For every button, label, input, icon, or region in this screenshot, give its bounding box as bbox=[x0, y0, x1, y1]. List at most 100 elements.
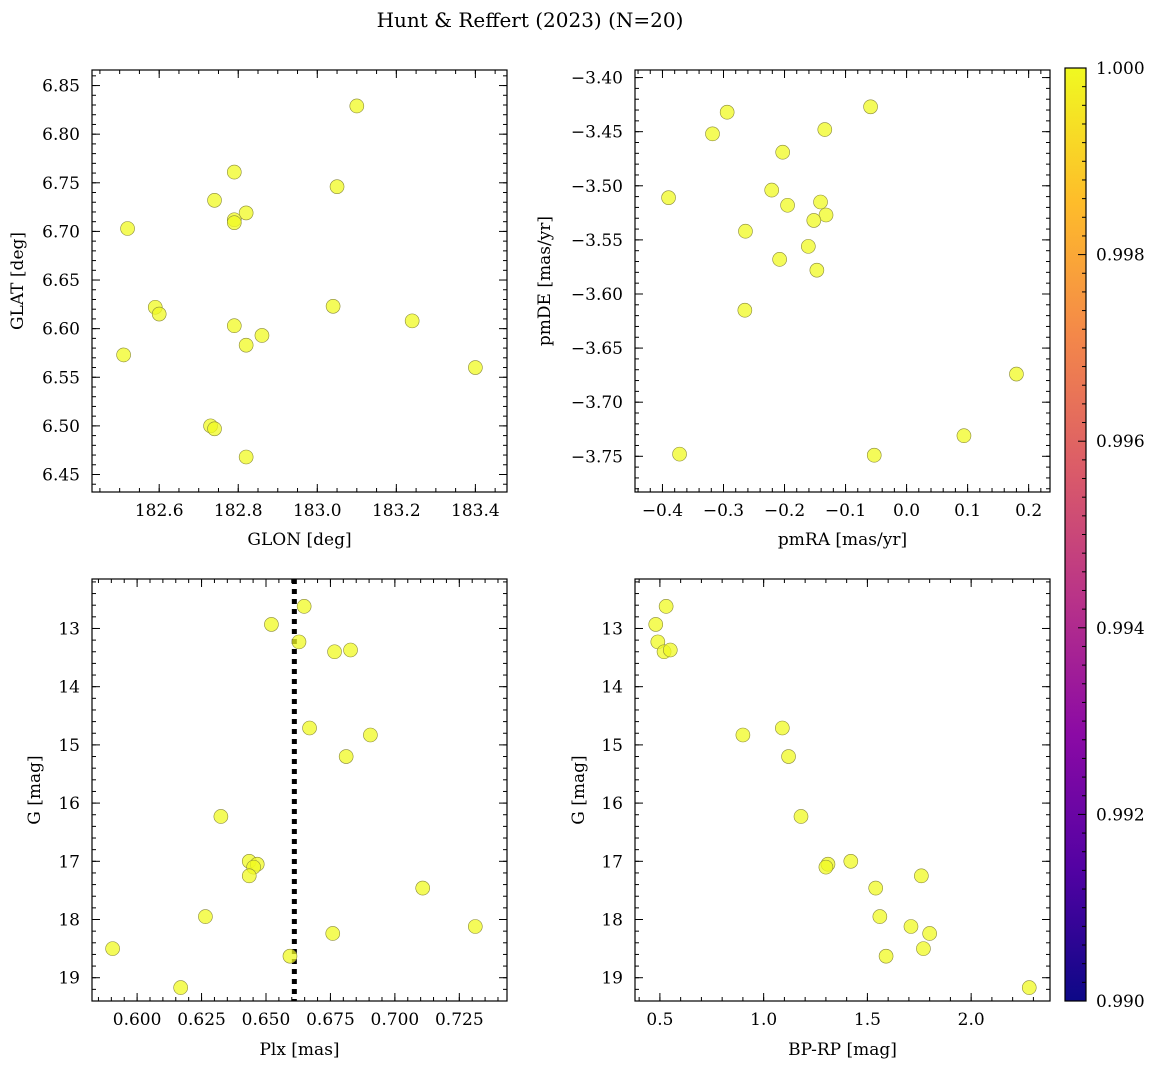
x-tick-label: 183.0 bbox=[293, 501, 342, 521]
y-tick-label: −3.65 bbox=[571, 339, 623, 359]
y-tick-label: 18 bbox=[601, 911, 623, 931]
data-point bbox=[872, 909, 888, 924]
data-point bbox=[226, 215, 242, 230]
data-point bbox=[238, 449, 254, 465]
data-point bbox=[325, 298, 341, 314]
data-point bbox=[120, 221, 135, 236]
y-tick-label: 19 bbox=[58, 969, 80, 989]
y-tick-label: 15 bbox=[58, 736, 80, 756]
y-axis-label: GLAT [deg] bbox=[8, 232, 28, 330]
y-tick-label: 13 bbox=[601, 619, 623, 639]
data-point bbox=[916, 941, 931, 956]
data-point bbox=[818, 859, 834, 875]
data-point bbox=[296, 599, 312, 614]
figure-title: Hunt & Reffert (2023) (N=20) bbox=[377, 8, 684, 32]
data-point bbox=[467, 919, 483, 934]
panel-glon-glat: 182.6 182.8 183.0 183.2 183.4 6.45 6.50 6.55 6.6… bbox=[8, 69, 508, 550]
x-axis-label: BP-RP [mag] bbox=[788, 1040, 897, 1060]
data-point bbox=[801, 239, 816, 254]
y-tick-label: −3.50 bbox=[571, 177, 623, 197]
y-tick-label: −3.60 bbox=[571, 285, 623, 305]
data-point bbox=[254, 328, 270, 343]
data-point bbox=[658, 599, 674, 614]
data-point bbox=[343, 642, 358, 658]
y-tick-label: 6.55 bbox=[42, 368, 80, 388]
axes-frame bbox=[91, 578, 508, 1002]
data-point bbox=[325, 926, 341, 941]
y-tick-label: 13 bbox=[58, 619, 80, 639]
x-tick-label: 0.625 bbox=[177, 1010, 226, 1030]
data-point bbox=[672, 446, 687, 462]
data-point bbox=[956, 428, 972, 444]
y-tick-label: 17 bbox=[58, 852, 80, 872]
data-point bbox=[843, 854, 859, 869]
data-point bbox=[662, 642, 678, 658]
colorbar: 0.990 0.992 0.994 0.996 0.998 1.000 bbox=[1064, 59, 1145, 1012]
y-tick-label: 16 bbox=[601, 794, 623, 814]
y-tick-label: 19 bbox=[601, 969, 623, 989]
x-tick-label: −0.1 bbox=[825, 501, 866, 521]
data-point bbox=[780, 197, 795, 213]
x-tick-label: 183.2 bbox=[372, 501, 421, 521]
data-point bbox=[404, 313, 420, 329]
x-tick-label: −0.3 bbox=[703, 501, 744, 521]
data-point bbox=[764, 182, 780, 198]
x-tick-label: 0.600 bbox=[113, 1010, 162, 1030]
x-tick-label: 0.725 bbox=[435, 1010, 484, 1030]
data-point bbox=[781, 749, 796, 764]
data-point bbox=[813, 194, 828, 210]
data-point bbox=[868, 880, 884, 896]
y-tick-label: 6.45 bbox=[42, 465, 80, 485]
data-point bbox=[719, 104, 735, 120]
x-tick-label: 2.0 bbox=[958, 1010, 985, 1030]
panel-pmra-pmde: −0.4 −0.3 −0.2 −0.1 0.0 0.1 0.2 −3.75 −3.70 −3.65… bbox=[535, 69, 1051, 550]
data-point bbox=[116, 347, 131, 363]
y-tick-label: 6.80 bbox=[42, 125, 80, 145]
data-point bbox=[238, 337, 254, 353]
data-point bbox=[329, 179, 345, 194]
y-tick-label: 14 bbox=[601, 678, 623, 698]
data-point bbox=[291, 634, 307, 650]
y-tick-label: 16 bbox=[58, 794, 80, 814]
x-tick-label: 0.1 bbox=[954, 501, 981, 521]
data-point bbox=[903, 919, 919, 934]
x-tick-label: −0.4 bbox=[642, 501, 683, 521]
y-tick-label: 14 bbox=[58, 678, 80, 698]
data-point bbox=[105, 941, 120, 956]
data-point bbox=[151, 306, 167, 322]
y-tick-label: 6.70 bbox=[42, 222, 80, 242]
x-tick-label: 0.0 bbox=[893, 501, 920, 521]
data-point bbox=[468, 360, 483, 375]
data-point bbox=[817, 122, 833, 137]
panel-plx-g: 0.600 0.625 0.650 0.675 0.700 0.725 13 14 15 16 17… bbox=[25, 578, 508, 1060]
data-point bbox=[661, 190, 676, 205]
colorbar-tick-label: 1.000 bbox=[1096, 59, 1145, 79]
y-tick-label: 17 bbox=[601, 852, 623, 872]
x-tick-label: 0.5 bbox=[646, 1010, 673, 1030]
y-tick-label: 15 bbox=[601, 736, 623, 756]
x-axis-label: Plx [mas] bbox=[259, 1040, 339, 1060]
y-tick-label: 6.75 bbox=[42, 174, 80, 194]
x-tick-label: 0.700 bbox=[371, 1010, 420, 1030]
y-tick-label: 18 bbox=[58, 911, 80, 931]
y-tick-label: −3.55 bbox=[571, 231, 623, 251]
data-point bbox=[775, 144, 790, 160]
colorbar-tick-label: 0.990 bbox=[1096, 992, 1145, 1012]
data-point bbox=[866, 447, 882, 463]
y-tick-label: −3.75 bbox=[571, 447, 623, 467]
y-tick-label: −3.45 bbox=[571, 123, 623, 143]
data-point bbox=[772, 252, 787, 267]
y-axis-label: pmDE [mas/yr] bbox=[535, 216, 555, 346]
x-tick-label: 1.0 bbox=[750, 1010, 777, 1030]
data-point bbox=[349, 98, 365, 114]
data-point bbox=[207, 192, 222, 208]
data-point bbox=[775, 720, 790, 736]
x-tick-label: 0.650 bbox=[242, 1010, 291, 1030]
data-point bbox=[648, 617, 664, 632]
data-point bbox=[226, 164, 242, 180]
data-point bbox=[238, 205, 254, 221]
axes-frame bbox=[634, 69, 1051, 493]
data-point bbox=[173, 980, 188, 995]
x-tick-label: 183.4 bbox=[451, 501, 500, 521]
data-point bbox=[738, 223, 753, 239]
